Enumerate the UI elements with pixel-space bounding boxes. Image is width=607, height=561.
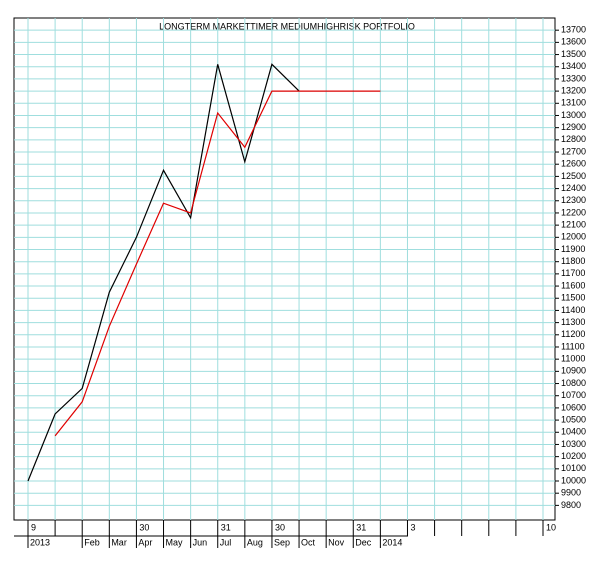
y-tick-label: 13500 — [561, 49, 586, 59]
y-tick-label: 13300 — [561, 73, 586, 83]
x-sublabel: Jun — [193, 537, 208, 547]
series-line — [54, 90, 381, 437]
y-tick-label: 11100 — [561, 341, 585, 351]
x-tick-label: 31 — [221, 522, 231, 532]
x-tick-label: 10 — [546, 522, 556, 532]
y-tick-label: 13000 — [561, 110, 586, 120]
y-tick-label: 11400 — [561, 305, 585, 315]
x-sublabel: May — [166, 537, 184, 547]
y-tick-label: 10400 — [561, 427, 586, 437]
y-tick-label: 12900 — [561, 122, 586, 132]
y-tick-label: 10700 — [561, 390, 586, 400]
x-tick-label: 9 — [31, 522, 36, 532]
x-sublabel: Feb — [84, 537, 100, 547]
x-sublabel: Apr — [138, 537, 152, 547]
y-tick-label: 9800 — [561, 500, 581, 510]
y-tick-label: 11200 — [561, 329, 585, 339]
x-tick-label: 30 — [275, 522, 285, 532]
y-tick-label: 12700 — [561, 146, 586, 156]
x-sublabel: Sep — [274, 537, 290, 547]
y-tick-label: 13100 — [561, 98, 586, 108]
y-tick-label: 13700 — [561, 25, 586, 35]
y-tick-label: 10200 — [561, 451, 586, 461]
x-sublabel: Jul — [220, 537, 232, 547]
x-tick-label: 3 — [410, 522, 415, 532]
y-tick-label: 13200 — [561, 85, 586, 95]
y-tick-label: 11800 — [561, 256, 585, 266]
y-tick-label: 9900 — [561, 488, 581, 498]
y-tick-label: 10900 — [561, 366, 586, 376]
y-tick-label: 12500 — [561, 171, 586, 181]
x-sublabel: Nov — [328, 537, 345, 547]
y-tick-label: 13400 — [561, 61, 586, 71]
x-sublabel: 2014 — [382, 537, 402, 547]
y-tick-label: 12000 — [561, 232, 586, 242]
x-sublabel: Oct — [301, 537, 316, 547]
y-tick-label: 11600 — [561, 280, 585, 290]
y-tick-label: 12600 — [561, 159, 586, 169]
y-tick-label: 10300 — [561, 439, 586, 449]
y-tick-label: 10000 — [561, 475, 586, 485]
x-tick-label: 31 — [356, 522, 366, 532]
y-tick-label: 12200 — [561, 207, 586, 217]
y-tick-label: 11900 — [561, 244, 585, 254]
y-tick-label: 13600 — [561, 37, 586, 47]
y-tick-label: 10600 — [561, 402, 586, 412]
plot-frame — [13, 17, 556, 521]
y-tick-label: 11300 — [561, 317, 585, 327]
y-tick-label: 12100 — [561, 220, 586, 230]
x-sublabel: Mar — [111, 537, 127, 547]
y-tick-label: 10100 — [561, 463, 586, 473]
x-tick-label: 30 — [139, 522, 149, 532]
chart-title: LONGTERM MARKETTIMER MEDIUMHIGHRISK PORT… — [159, 21, 415, 31]
y-tick-label: 11700 — [561, 268, 585, 278]
y-tick-label: 12400 — [561, 183, 586, 193]
y-tick-label: 11000 — [561, 354, 585, 364]
x-sublabel: Dec — [355, 537, 372, 547]
x-sublabel: 2013 — [30, 537, 50, 547]
y-tick-label: 11500 — [561, 293, 585, 303]
y-tick-label: 12800 — [561, 134, 586, 144]
y-tick-label: 10800 — [561, 378, 586, 388]
x-sublabel: Aug — [247, 537, 263, 547]
y-tick-label: 10500 — [561, 414, 586, 424]
y-tick-label: 12300 — [561, 195, 586, 205]
